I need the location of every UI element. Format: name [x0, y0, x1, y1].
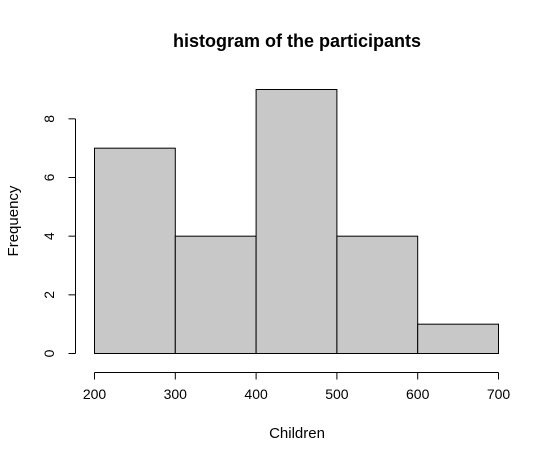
y-axis-label: Frequency	[5, 185, 22, 256]
y-tick-label: 0	[41, 349, 57, 357]
histogram-bar	[417, 323, 500, 354]
x-axis-label: Children	[269, 425, 325, 442]
x-axis: 200 300 400 500 600 700	[83, 372, 511, 402]
x-tick-label: 300	[164, 386, 188, 402]
histogram-bar	[174, 235, 257, 355]
y-axis: 0 2 4 6 8	[41, 115, 76, 357]
histogram-bar	[336, 235, 419, 355]
x-tick-label: 400	[244, 386, 268, 402]
bars-group	[94, 89, 500, 355]
histogram-bar	[255, 89, 338, 354]
y-tick-label: 4	[41, 232, 57, 240]
y-tick-label: 2	[41, 291, 57, 299]
x-tick-label: 500	[325, 386, 349, 402]
x-tick-label: 600	[406, 386, 430, 402]
x-tick-label: 700	[487, 386, 511, 402]
y-tick-label: 8	[41, 115, 57, 123]
y-tick-label: 6	[41, 173, 57, 181]
x-tick-label: 200	[83, 386, 107, 402]
chart-title: histogram of the participants	[173, 31, 421, 51]
histogram-bar	[94, 147, 176, 354]
